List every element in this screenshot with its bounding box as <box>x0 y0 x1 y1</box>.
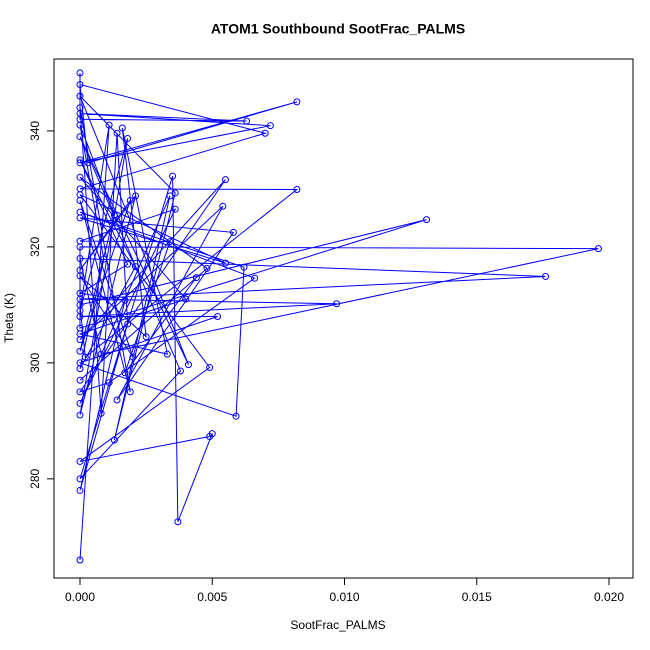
data-point <box>251 274 259 282</box>
data-point <box>163 350 171 358</box>
data-point <box>76 399 84 407</box>
data-point <box>76 196 84 204</box>
data-point <box>240 263 248 271</box>
data-point <box>84 159 92 167</box>
data-point <box>124 320 132 328</box>
x-tick-label: 0.005 <box>197 590 227 604</box>
data-point <box>126 388 134 396</box>
data-point <box>76 69 84 77</box>
data-point <box>293 185 301 193</box>
data-point <box>113 396 121 404</box>
data-point <box>132 263 140 271</box>
data-point <box>121 369 129 377</box>
data-point <box>76 159 84 167</box>
data-point <box>76 475 84 483</box>
data-point <box>166 238 174 246</box>
chart-title: ATOM1 Southbound SootFrac_PALMS <box>211 21 465 37</box>
data-point <box>333 300 341 308</box>
data-point <box>100 255 108 263</box>
data-point <box>266 122 274 130</box>
data-point <box>142 333 150 341</box>
data-point <box>232 412 240 420</box>
data-point <box>182 295 190 303</box>
data-point <box>113 129 121 137</box>
y-axis-label: Theta (K) <box>2 293 16 343</box>
data-point <box>219 202 227 210</box>
data-point <box>214 312 222 320</box>
data-point <box>76 365 84 373</box>
data-point <box>76 307 84 315</box>
y-tick-label: 300 <box>28 353 42 373</box>
x-tick-label: 0.000 <box>65 590 95 604</box>
data-point <box>76 133 84 141</box>
data-point <box>293 98 301 106</box>
data-point <box>76 237 84 245</box>
data-point <box>203 264 211 272</box>
x-axis-label: SootFrac_PALMS <box>290 618 385 632</box>
data-point <box>208 430 216 438</box>
data-point <box>177 367 185 375</box>
data-point <box>118 124 126 132</box>
data-point <box>174 518 182 526</box>
data-point <box>129 353 137 361</box>
data-point <box>169 172 177 180</box>
data-point <box>76 214 84 222</box>
data-point <box>166 192 174 200</box>
data-point <box>229 228 237 236</box>
data-point <box>105 379 113 387</box>
data-point <box>76 173 84 181</box>
data-point <box>76 486 84 494</box>
data-point <box>132 192 140 200</box>
y-tick-label: 340 <box>28 121 42 141</box>
data-point <box>76 347 84 355</box>
data-point <box>243 117 251 125</box>
data-point <box>171 189 179 197</box>
data-point <box>76 457 84 465</box>
data-point <box>423 216 431 224</box>
data-point <box>105 121 113 129</box>
data-point <box>76 330 84 338</box>
data-point <box>76 556 84 564</box>
x-tick-label: 0.015 <box>462 590 492 604</box>
data-point <box>121 296 129 304</box>
data-point <box>126 196 134 204</box>
data-point <box>76 411 84 419</box>
data-point <box>221 176 229 184</box>
data-point <box>221 259 229 267</box>
data-point <box>124 134 132 142</box>
x-tick-label: 0.020 <box>594 590 624 604</box>
data-point <box>542 272 550 280</box>
data-point <box>76 121 84 129</box>
data-point <box>76 92 84 100</box>
data-point <box>97 350 105 358</box>
data-point <box>110 211 118 219</box>
data-point <box>76 81 84 89</box>
data-point <box>76 104 84 112</box>
data-point <box>192 274 200 282</box>
data-point <box>184 361 192 369</box>
y-tick-label: 320 <box>28 237 42 257</box>
data-point <box>261 129 269 137</box>
data-point <box>97 409 105 417</box>
y-tick-label: 280 <box>28 469 42 489</box>
data-point <box>171 205 179 213</box>
data-point <box>76 156 84 164</box>
data-point <box>76 254 84 262</box>
data-line <box>78 72 599 561</box>
data-point <box>76 388 84 396</box>
data-point <box>124 260 132 268</box>
data-point <box>594 245 602 253</box>
plot-frame <box>53 58 634 579</box>
x-tick-label: 0.010 <box>329 590 359 604</box>
data-point <box>76 289 84 297</box>
data-point <box>110 436 118 444</box>
data-point <box>81 353 89 361</box>
data-point <box>76 376 84 384</box>
data-point <box>76 266 84 274</box>
data-point <box>206 364 214 372</box>
